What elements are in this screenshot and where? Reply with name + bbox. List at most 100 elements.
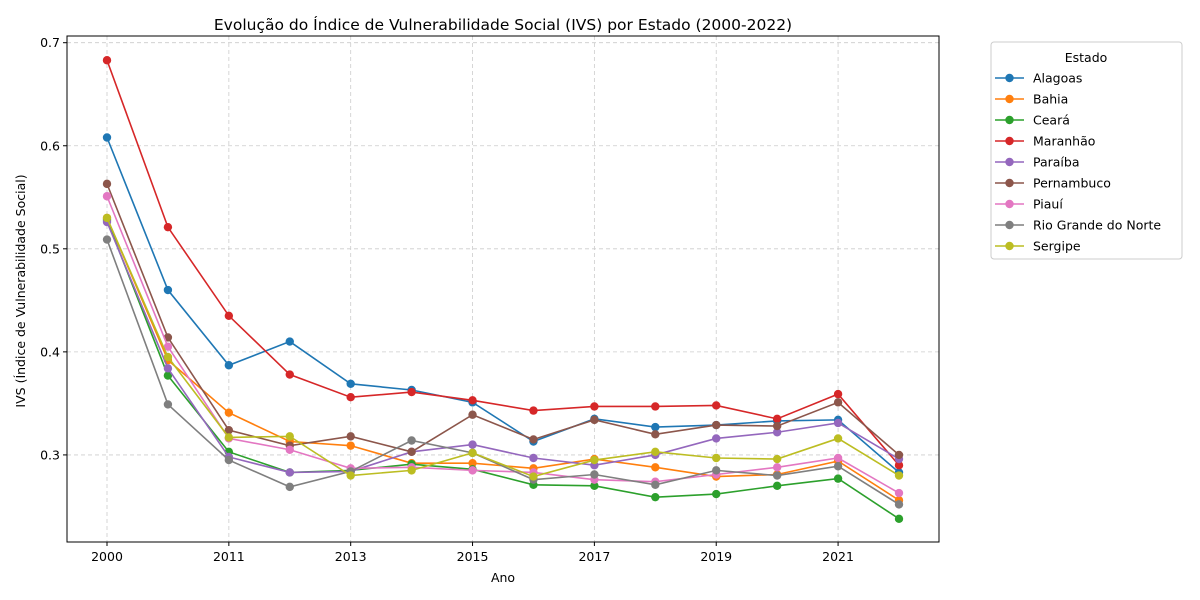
- data-point: [346, 432, 355, 441]
- y-tick-label: 0.5: [40, 241, 60, 256]
- data-point: [590, 455, 599, 465]
- legend-label: Paraíba: [1033, 155, 1080, 170]
- data-point: [772, 463, 782, 472]
- data-point: [468, 440, 477, 449]
- x-tick-label: 2021: [822, 549, 854, 564]
- data-point: [163, 352, 173, 362]
- legend-label: Ceará: [1033, 113, 1070, 128]
- data-point: [712, 420, 721, 430]
- data-point: [651, 422, 660, 432]
- data-point: [346, 379, 355, 389]
- data-point: [894, 450, 904, 460]
- data-point: [346, 441, 355, 450]
- data-point: [529, 453, 538, 463]
- data-point: [102, 213, 112, 223]
- legend-label: Rio Grande do Norte: [1033, 218, 1161, 233]
- legend-marker: [1005, 220, 1014, 230]
- y-tick-label: 0.6: [40, 138, 60, 153]
- data-point: [285, 432, 294, 441]
- legend-item: Sergipe: [995, 239, 1081, 254]
- data-point: [894, 471, 904, 480]
- data-point: [346, 471, 355, 480]
- y-tick-label: 0.7: [40, 35, 60, 50]
- data-point: [833, 453, 843, 463]
- data-point: [590, 402, 599, 411]
- legend-marker: [1005, 73, 1014, 83]
- x-tick-label: 2019: [700, 549, 732, 564]
- data-point: [894, 500, 904, 509]
- y-axis-ticks: 0.3 0.4 0.5 0.6 0.7: [40, 35, 67, 462]
- data-point: [772, 481, 782, 491]
- legend-label: Sergipe: [1033, 239, 1081, 254]
- legend-label: Pernambuco: [1033, 176, 1111, 191]
- data-point: [894, 488, 904, 498]
- legend-marker: [1005, 94, 1014, 104]
- legend-item: Paraíba: [995, 155, 1080, 170]
- legend-label: Piauí: [1033, 197, 1063, 212]
- series-line: [106, 219, 900, 520]
- series-line: [106, 217, 900, 478]
- series-layer: [102, 56, 904, 524]
- legend-label: Maranhão: [1033, 134, 1095, 149]
- series-alagoas: [102, 133, 904, 477]
- data-point: [894, 514, 904, 524]
- chart-title: Evolução do Índice de Vulnerabilidade So…: [214, 15, 792, 34]
- legend-item: Pernambuco: [995, 176, 1111, 191]
- data-point: [894, 461, 904, 470]
- data-point: [285, 370, 294, 379]
- series-rio-grande-do-norte: [102, 235, 904, 509]
- series-maranhão: [102, 56, 904, 470]
- series-line: [106, 59, 900, 466]
- legend-items: Alagoas Bahia Ceará Maranhão Paraíba Pernambu…: [995, 71, 1161, 254]
- data-point: [590, 415, 599, 425]
- data-point: [833, 418, 843, 428]
- data-point: [529, 472, 538, 481]
- legend: Estado Alagoas Bahia Ceará Maranhão Paraíba P…: [990, 41, 1183, 260]
- data-point: [224, 433, 234, 442]
- data-point: [285, 445, 294, 454]
- data-point: [651, 492, 660, 502]
- data-point: [833, 474, 843, 483]
- data-point: [224, 425, 234, 435]
- data-point: [224, 408, 234, 417]
- legend-marker: [1005, 115, 1014, 125]
- data-point: [346, 393, 355, 402]
- series-line: [106, 183, 900, 456]
- data-point: [468, 396, 477, 405]
- data-point: [772, 421, 782, 431]
- legend-item: Ceará: [995, 113, 1070, 128]
- y-tick-label: 0.3: [40, 447, 60, 462]
- data-point: [407, 466, 416, 475]
- y-axis-label: IVS (Índice de Vulnerabilidade Social): [13, 174, 28, 407]
- data-point: [772, 454, 782, 464]
- data-point: [712, 434, 721, 443]
- x-tick-label: 2015: [457, 549, 489, 564]
- data-point: [163, 400, 173, 409]
- legend-marker: [1005, 199, 1014, 209]
- data-point: [651, 463, 660, 472]
- legend-item: Bahia: [995, 92, 1068, 107]
- data-point: [833, 462, 843, 471]
- data-point: [407, 387, 416, 397]
- data-point: [407, 447, 416, 457]
- data-point: [224, 455, 234, 465]
- data-point: [163, 222, 173, 232]
- series-line: [106, 239, 900, 506]
- series-line: [106, 221, 900, 474]
- legend-item: Piauí: [995, 197, 1063, 212]
- data-point: [651, 402, 660, 411]
- data-point: [102, 235, 112, 244]
- data-point: [833, 389, 843, 399]
- series-line: [106, 195, 900, 494]
- legend-title: Estado: [1065, 50, 1108, 65]
- data-point: [772, 428, 782, 437]
- data-point: [285, 482, 294, 492]
- x-tick-label: 2011: [213, 549, 245, 564]
- data-point: [102, 179, 112, 189]
- data-point: [529, 435, 538, 444]
- series-paraíba: [102, 217, 904, 477]
- x-axis-ticks: 2000 2011 2013 2015 2017 2019 2021: [91, 542, 854, 564]
- data-point: [651, 480, 660, 490]
- data-point: [285, 468, 294, 477]
